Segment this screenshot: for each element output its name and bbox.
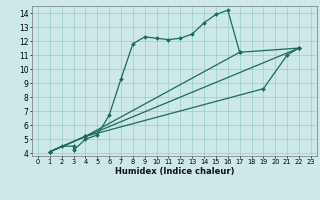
X-axis label: Humidex (Indice chaleur): Humidex (Indice chaleur) xyxy=(115,167,234,176)
